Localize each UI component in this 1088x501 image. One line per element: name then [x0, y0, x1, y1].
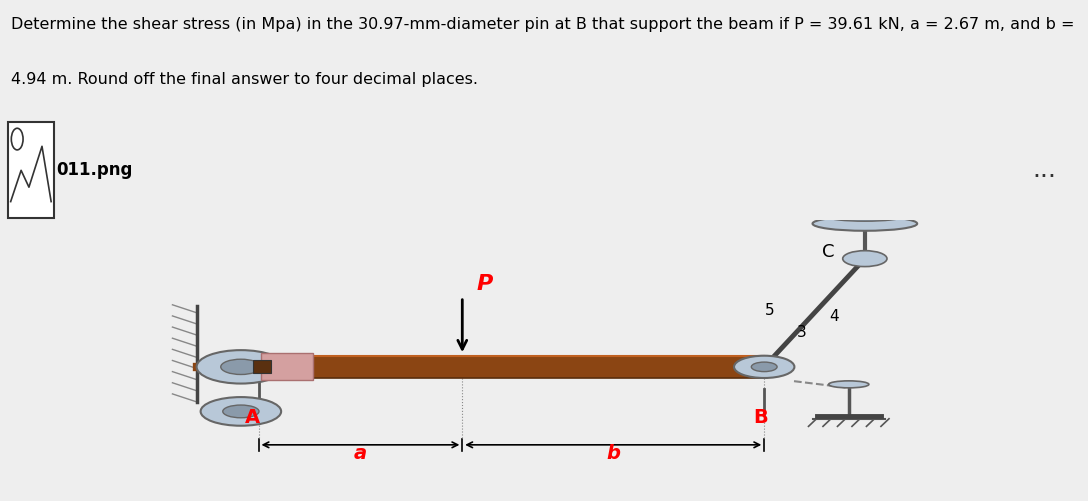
Ellipse shape	[221, 359, 261, 374]
Text: 5: 5	[765, 303, 774, 318]
Ellipse shape	[843, 250, 887, 267]
Text: 4.94 m. Round off the final answer to four decimal places.: 4.94 m. Round off the final answer to fo…	[11, 72, 478, 87]
Ellipse shape	[813, 216, 917, 231]
Ellipse shape	[752, 362, 777, 372]
Text: A: A	[246, 407, 260, 426]
Text: 011.png: 011.png	[57, 161, 133, 179]
Text: 3: 3	[796, 325, 806, 340]
Text: P: P	[477, 275, 493, 295]
Bar	[254, 361, 271, 373]
Text: b: b	[606, 444, 620, 463]
Ellipse shape	[734, 356, 794, 378]
Text: a: a	[354, 444, 367, 463]
Bar	[257, 356, 764, 378]
Text: C: C	[823, 243, 834, 261]
Bar	[261, 353, 313, 380]
Ellipse shape	[223, 405, 259, 418]
Bar	[8, 122, 53, 218]
Text: Determine the shear stress (in Mpa) in the 30.97-mm-diameter pin at B that suppo: Determine the shear stress (in Mpa) in t…	[11, 17, 1074, 32]
Ellipse shape	[197, 350, 285, 384]
Ellipse shape	[829, 213, 901, 221]
Ellipse shape	[829, 381, 869, 388]
Text: 4: 4	[829, 309, 839, 324]
Text: ...: ...	[1033, 158, 1056, 182]
Text: B: B	[753, 407, 767, 426]
Ellipse shape	[200, 397, 281, 426]
